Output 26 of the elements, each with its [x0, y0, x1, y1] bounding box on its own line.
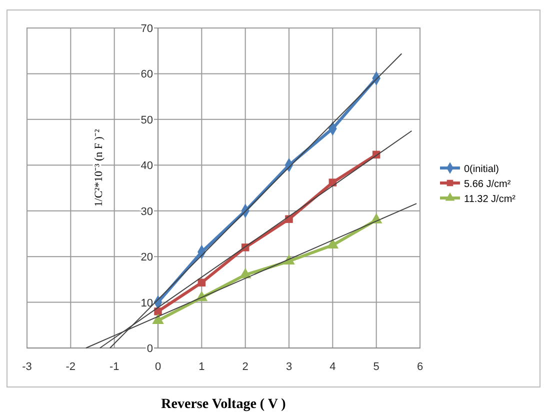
legend-label: 5.66 J/cm² [464, 179, 512, 190]
x-axis-title: Reverse Voltage ( V ) [161, 397, 286, 412]
y-tick-label: 30 [140, 206, 153, 218]
y-tick-label: 50 [140, 114, 153, 126]
x-tick-label: 6 [416, 361, 424, 373]
x-tick-label: 3 [286, 361, 292, 373]
point [328, 178, 337, 186]
y-tick-label: 40 [140, 160, 153, 172]
point [152, 314, 164, 324]
y-tick-label: 20 [140, 252, 153, 264]
x-tick-label: 4 [330, 361, 336, 373]
legend-label: 11.32 J/cm² [464, 194, 516, 205]
point [198, 278, 206, 286]
legend-label: 0(initial) [464, 164, 500, 175]
y-tick-label: 60 [140, 68, 153, 81]
y-tick-label: 70 [140, 23, 153, 35]
point [326, 238, 339, 249]
x-tick-label: -3 [22, 361, 32, 373]
y-tick-label: 10 [140, 297, 153, 310]
x-tick-label: 0 [154, 361, 162, 373]
x-tick-label: -2 [66, 361, 76, 373]
x-tick-label: -1 [109, 361, 120, 373]
x-tick-label: 2 [242, 361, 248, 373]
x-tick-label: 1 [198, 361, 205, 373]
x-tick-label: 5 [373, 361, 380, 373]
y-axis-title: 1/C²*10⁻³ (n F )⁻² [93, 128, 106, 207]
